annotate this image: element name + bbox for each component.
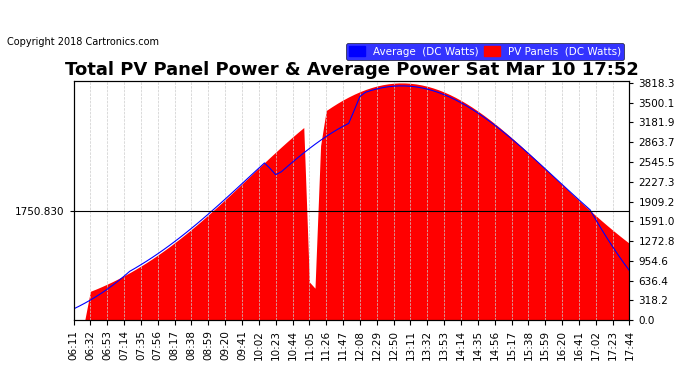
- Text: Copyright 2018 Cartronics.com: Copyright 2018 Cartronics.com: [7, 37, 159, 47]
- Title: Total PV Panel Power & Average Power Sat Mar 10 17:52: Total PV Panel Power & Average Power Sat…: [65, 61, 638, 79]
- Legend: Average  (DC Watts), PV Panels  (DC Watts): Average (DC Watts), PV Panels (DC Watts): [346, 43, 624, 60]
